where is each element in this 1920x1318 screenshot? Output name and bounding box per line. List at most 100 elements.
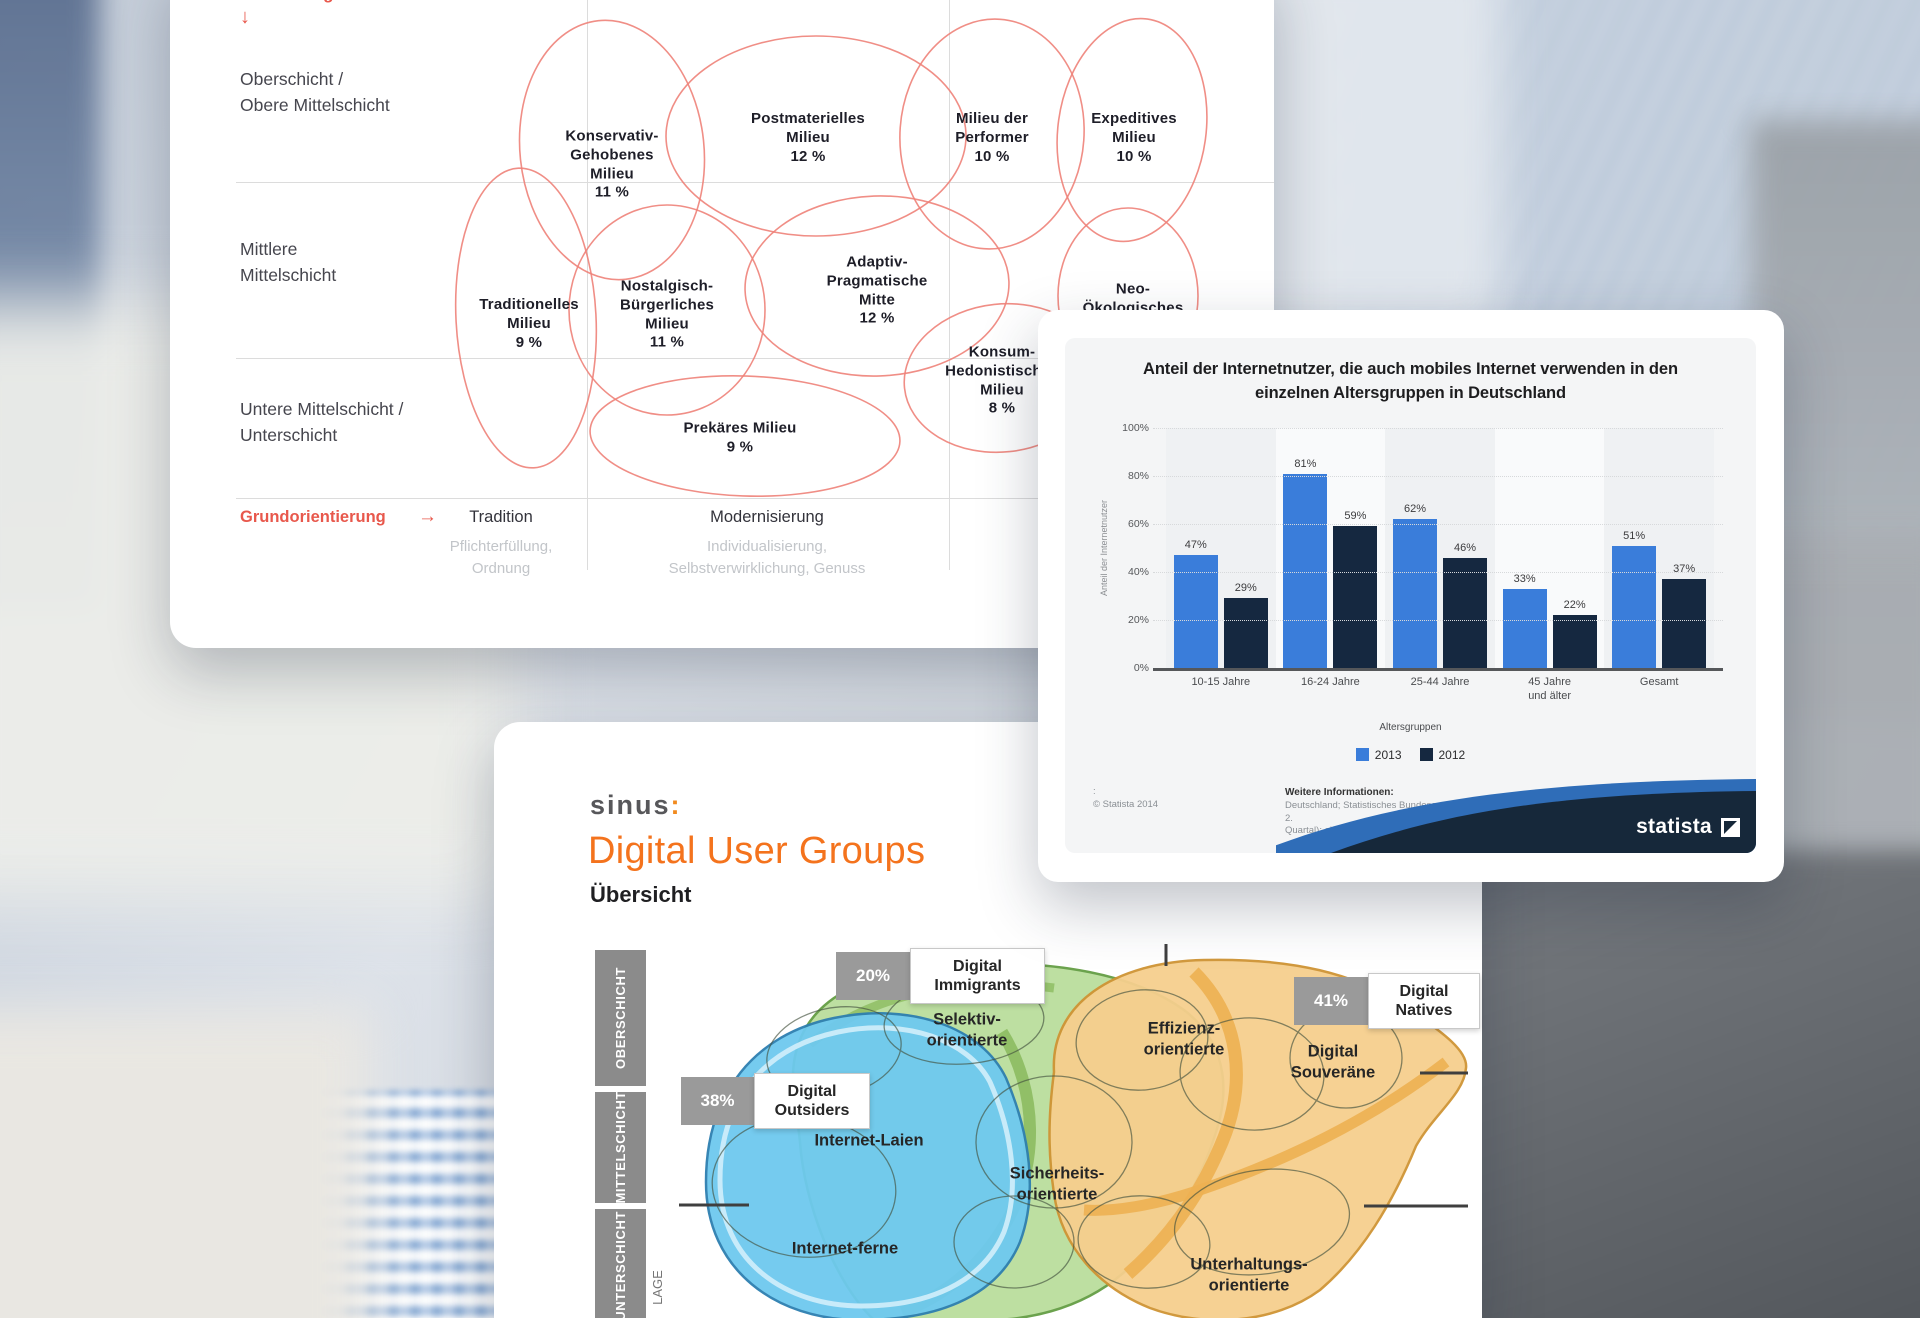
badge-digital-outsiders: Digital Outsiders <box>754 1073 870 1129</box>
x-category-label: 10-15 Jahre <box>1191 676 1251 688</box>
axis-tick-lines <box>679 944 1468 1208</box>
legend-swatch <box>1419 748 1433 761</box>
legend-label: 2013 <box>1374 748 1402 762</box>
bar-2013 <box>1283 473 1328 668</box>
milieu-label: Milieu der Performer 10 % <box>955 109 1029 165</box>
bar-2013 <box>1393 519 1437 668</box>
grid-vline-2 <box>949 0 950 570</box>
source-note-heading: Weitere Informationen: <box>1285 787 1394 798</box>
bar-value-label: 29% <box>1234 582 1257 595</box>
milieu-ellipse <box>744 195 1010 377</box>
y-tick-label: 80% <box>1127 470 1149 482</box>
strata-oberschicht: OBERSCHICHT <box>595 950 646 1086</box>
arrow-right-icon: → <box>418 506 437 527</box>
bar-value-label: 51% <box>1623 529 1646 542</box>
y-tick-label: 0% <box>1133 662 1149 674</box>
milieu-label: Adaptiv- Pragmatische Mitte 12 % <box>826 253 928 327</box>
bar-2013 <box>1612 545 1657 668</box>
badge-digital-natives: Digital Natives <box>1368 973 1480 1029</box>
axis-col-modernisierung: Modernisierung <box>710 508 824 526</box>
row-label-mittelschicht: Mittlere Mittelschicht <box>240 239 337 286</box>
y-tick-label: 40% <box>1127 566 1149 578</box>
milieu-label: Nostalgisch- Bürgerliches Milieu 11 % <box>619 277 715 351</box>
milieu-ellipse <box>899 18 1085 250</box>
bar-2013 <box>1502 588 1547 668</box>
milieu-ellipse <box>589 374 901 498</box>
chart-title-line1: Anteil der Internetnutzer, die auch mobi… <box>1143 360 1678 378</box>
copyright-text: © Statista 2014 <box>1093 798 1159 810</box>
bar-value-label: 81% <box>1294 457 1317 470</box>
digital-group-label: Digital Souveräne <box>1290 1042 1376 1081</box>
bar-2012 <box>1662 579 1707 668</box>
gridline <box>1153 428 1723 429</box>
digital-group-label: Internet-ferne <box>791 1239 899 1258</box>
bar-2012 <box>1552 615 1597 668</box>
strata-mittelschicht: MITTELSCHICHT <box>595 1091 646 1204</box>
milieu-label: Konsum- Hedonistisches Milieu 8 % <box>945 343 1059 417</box>
grid-vline-1 <box>587 0 588 570</box>
bar-2013 <box>1173 555 1218 668</box>
digital-group-label: Selektiv- orientierte <box>926 1010 1008 1049</box>
digital-user-groups-card: sinus: Digital User Groups Übersicht <box>494 722 1482 1318</box>
sinus-logo: sinus: <box>590 790 682 821</box>
x-category-label: Gesamt <box>1639 676 1679 688</box>
background-cream-fabric <box>0 1010 370 1318</box>
milieu-label: Expeditives Milieu 10 % <box>1091 109 1177 165</box>
bar-2012 <box>1223 598 1268 668</box>
digital-group-label: Unterhaltungs- orientierte <box>1190 1255 1308 1294</box>
chart-title-line2: einzelnen Altersgruppen in Deutschland <box>1255 383 1566 402</box>
bar-value-label: 62% <box>1403 503 1427 516</box>
badge-41pct: 41% <box>1294 977 1368 1025</box>
bar-value-label: 37% <box>1673 563 1696 576</box>
copyright-colon: : <box>1093 786 1096 797</box>
digital-group-label: Internet-Laien <box>814 1131 924 1150</box>
bar-value-label: 59% <box>1344 510 1367 523</box>
milieu-ellipse <box>568 204 766 416</box>
legend-item-2012: 2012 <box>1419 746 1466 764</box>
chart-title: Anteil der Internetnutzer, die auch mobi… <box>1065 358 1756 406</box>
copyright-note: : © Statista 2014 <box>1093 786 1158 812</box>
bar-value-label: 22% <box>1563 599 1586 612</box>
strata-oberschicht-label: OBERSCHICHT <box>613 967 628 1069</box>
x-category-label: 25-44 Jahre <box>1410 676 1470 688</box>
digital-card-subtitle: Übersicht <box>590 882 692 907</box>
legend-item-2013: 2013 <box>1355 746 1402 764</box>
badge-38pct: 38% <box>681 1077 754 1125</box>
sinus-logo-colon: : <box>670 790 682 820</box>
chart-legend: 2013 2012 <box>1065 746 1756 764</box>
row-label-oberschicht: Oberschicht / Obere Mittelschicht <box>240 69 390 116</box>
strata-mittelschicht-label: MITTELSCHICHT <box>613 1091 628 1204</box>
legend-label: 2012 <box>1438 748 1466 762</box>
milieu-label: Traditionelles Milieu 9 % <box>479 295 579 351</box>
bar-value-label: 46% <box>1453 541 1477 554</box>
axis-col-modernisierung-sub: Individualisierung, Selbstverwirklichung… <box>668 538 866 577</box>
milieu-ellipse <box>518 19 706 281</box>
gridline <box>1153 572 1723 573</box>
row-label-unterschicht: Untere Mittelschicht / Unterschicht <box>240 399 404 446</box>
milieu-label: Postmaterielles Milieu 12 % <box>751 109 865 165</box>
bar-value-label: 47% <box>1184 539 1207 552</box>
x-category-label: 45 Jahre und älter <box>1528 676 1571 702</box>
statista-swoosh <box>1276 779 1756 853</box>
grundorientierung-label: Grundorientierung <box>240 508 386 526</box>
bar-2012 <box>1443 557 1487 668</box>
gridline <box>1153 620 1723 621</box>
axis-col-tradition-sub: Pflichterfüllung, Ordnung <box>449 538 553 577</box>
milieu-labels-layer: Konservativ- Gehobenes Milieu 11 % Postma… <box>170 0 1274 648</box>
milieu-ellipse <box>454 167 598 469</box>
digital-card-title: Digital User Groups <box>588 830 926 872</box>
statista-panel: Anteil der Internetnutzer, die auch mobi… <box>1065 338 1756 853</box>
strata-unterschicht: UNTERSCHICHT <box>595 1209 646 1318</box>
grid-hline-2 <box>236 358 1274 359</box>
badge-20pct: 20% <box>836 952 910 1000</box>
digital-group-label: Effizienz- orientierte <box>1143 1019 1225 1058</box>
badge-digital-immigrants: Digital Immigrants <box>910 948 1045 1004</box>
x-axis-label: Altersgruppen <box>1379 722 1442 733</box>
arrow-down-icon: ↓ <box>240 6 250 28</box>
milieu-ellipse <box>1056 17 1208 243</box>
statista-logo-icon <box>1721 818 1740 837</box>
y-axis-label: Anteil der Internetnutzer <box>1099 499 1109 597</box>
x-category-label: 16-24 Jahre <box>1301 676 1360 688</box>
bar-2012 <box>1333 526 1378 668</box>
axis-col-tradition: Tradition <box>469 508 533 526</box>
